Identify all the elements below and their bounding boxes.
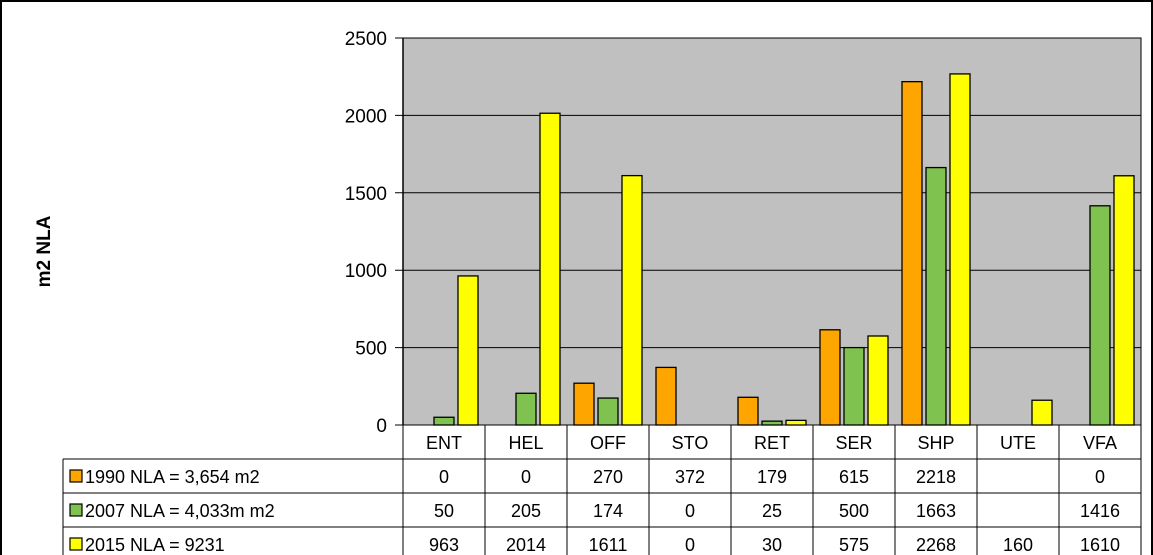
y-axis-label: m2 NLA — [34, 215, 55, 287]
legend-swatch — [69, 537, 83, 551]
bar-off-series-3 — [621, 174, 643, 426]
y-tick-label: 1500 — [345, 184, 387, 205]
legend-entry: 1990 NLA = 3,654 m2 — [85, 467, 260, 487]
bar-ser-series-1 — [819, 329, 841, 426]
bar-shp-series-3 — [949, 73, 971, 426]
data-label: 1663 — [916, 501, 956, 521]
x-tick-label: SER — [835, 433, 872, 453]
data-label: 0 — [685, 501, 695, 521]
x-tick-label: VFA — [1083, 433, 1117, 453]
y-tick-label: 0 — [376, 416, 387, 437]
data-label: 270 — [593, 467, 623, 487]
bar-ser-series-3 — [867, 335, 889, 426]
data-label: 0 — [439, 467, 449, 487]
x-tick-label: OFF — [590, 433, 626, 453]
data-label: 25 — [762, 501, 782, 521]
data-label: 2268 — [916, 535, 956, 555]
x-tick-label: ENT — [426, 433, 462, 453]
legend-entry: 2007 NLA = 4,033m m2 — [85, 501, 275, 521]
legend-swatch — [69, 469, 83, 483]
bar-sto-series-1 — [655, 366, 677, 426]
legend-entry: 2015 NLA = 9231 — [85, 535, 225, 555]
bar-shp-series-1 — [901, 81, 923, 426]
data-table: ENT HEL OFF STO RET SER SHP UTE VFA 1990 NLA = 3,… — [62, 424, 1142, 555]
data-label: 0 — [1095, 467, 1105, 487]
data-label: 160 — [1003, 535, 1033, 555]
data-label: 615 — [839, 467, 869, 487]
bar-vfa-series-2 — [1089, 205, 1111, 426]
data-label: 1611 — [589, 535, 628, 555]
data-label: 575 — [839, 535, 869, 555]
bar-ent-series-3 — [457, 275, 479, 426]
bar-ute-series-3 — [1031, 399, 1053, 426]
plot-area — [403, 38, 1141, 425]
bar-hel-series-2 — [515, 392, 537, 426]
data-label: 30 — [762, 535, 782, 555]
data-label: 1610 — [1080, 535, 1120, 555]
y-tick-label: 500 — [355, 339, 387, 360]
data-label: 0 — [521, 467, 531, 487]
x-tick-label: HEL — [508, 433, 543, 453]
data-label: 2014 — [506, 535, 546, 555]
bar-ret-series-3 — [785, 419, 807, 426]
bar-off-series-1 — [573, 382, 595, 426]
data-label: 179 — [757, 467, 787, 487]
data-label: 174 — [593, 501, 623, 521]
y-tick-label: 2500 — [345, 29, 387, 50]
bar-ret-series-1 — [737, 396, 759, 426]
data-label: 963 — [429, 535, 459, 555]
bar-shp-series-2 — [925, 166, 947, 426]
y-tick-label: 2000 — [345, 106, 387, 127]
y-axis-ticks: 0 500 1000 1500 2000 2500 — [345, 29, 387, 437]
data-label: 372 — [675, 467, 705, 487]
y-tick-label: 1000 — [345, 261, 387, 282]
data-label: 2218 — [916, 467, 956, 487]
data-label: 500 — [839, 501, 869, 521]
data-label: 205 — [511, 501, 541, 521]
bar-off-series-2 — [597, 397, 619, 426]
data-label: 50 — [434, 501, 454, 521]
x-tick-label: RET — [754, 433, 790, 453]
x-tick-label: UTE — [1000, 433, 1036, 453]
bar-vfa-series-3 — [1113, 175, 1135, 426]
bar-ser-series-2 — [843, 346, 865, 426]
legend-swatch — [69, 503, 83, 517]
x-tick-label: SHP — [917, 433, 954, 453]
data-label: 1416 — [1080, 501, 1120, 521]
bar-hel-series-3 — [539, 112, 561, 426]
data-label: 0 — [685, 535, 695, 555]
x-tick-label: STO — [672, 433, 709, 453]
bar-ent-series-2 — [433, 416, 455, 426]
bar-ret-series-2 — [761, 420, 783, 426]
